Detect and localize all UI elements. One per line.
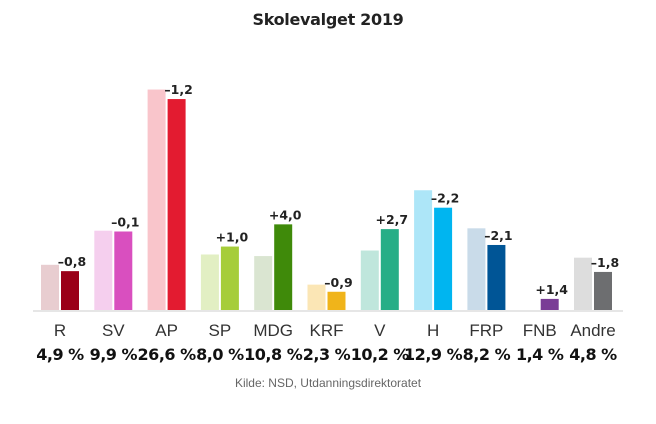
value-label-sv: 9,9 % [90, 345, 138, 364]
change-label-h: –2,2 [431, 191, 459, 206]
bar-current-krf [327, 291, 346, 310]
category-label-ap: AP [155, 321, 178, 340]
bar-previous-v [360, 250, 379, 310]
current-election-bars [61, 99, 612, 310]
value-label-krf: 2,3 % [303, 345, 351, 364]
bar-previous-ap [147, 89, 166, 311]
category-label-fnb: FNB [523, 321, 557, 340]
category-label-r: R [54, 321, 66, 340]
bar-current-frp [487, 244, 506, 310]
value-labels: 4,9 % 9,9 % 26,6 % 8,0 % 10,8 % 2,3 % 10,2 %12… [36, 345, 617, 364]
previous-election-bars [41, 89, 592, 311]
bar-current-sp [220, 246, 239, 310]
bar-previous-sp [200, 254, 219, 310]
value-label-mdg: 10,8 % [244, 345, 303, 364]
bar-previous-h [414, 190, 433, 310]
value-label-sp: 8,0 % [196, 345, 244, 364]
value-label-frp: 8,2 % [463, 345, 511, 364]
bar-previous-r [41, 264, 59, 310]
bar-current-h [434, 207, 453, 310]
bar-previous-andre [574, 257, 592, 310]
chart-title: Skolevalget 2019 [252, 10, 404, 29]
value-label-r: 4,9 % [36, 345, 84, 364]
value-label-fnb: 1,4 % [516, 345, 564, 364]
value-label-h: 12,9 % [404, 345, 463, 364]
bar-previous-sv [94, 230, 113, 310]
category-label-sv: SV [102, 321, 125, 340]
source-note: Kilde: NSD, Utdanningsdirektoratet [234, 376, 422, 390]
change-label-sp: +1,0 [216, 230, 249, 245]
category-label-sp: SP [209, 321, 232, 340]
category-label-h: H [427, 321, 439, 340]
change-label-krf: –0,9 [324, 275, 352, 290]
change-labels: –0,8 –0,1 –1,2 +1,0 +4,0 –0,9 +2,7 –2,2 –2,1 +1,4… [58, 82, 619, 297]
change-label-frp: –2,1 [484, 228, 512, 243]
bar-current-v [380, 229, 399, 310]
category-labels: R SV AP SP MDG KRF V H FRP FNB Andre [54, 321, 616, 340]
change-label-ap: –1,2 [164, 82, 192, 97]
value-label-v: 10,2 % [351, 345, 410, 364]
category-label-krf: KRF [310, 321, 344, 340]
change-label-mdg: +4,0 [269, 207, 302, 222]
bar-previous-frp [467, 228, 486, 310]
bar-previous-mdg [254, 256, 273, 310]
category-label-v: V [374, 321, 386, 340]
bar-current-mdg [274, 224, 293, 310]
value-label-andre: 4,8 % [569, 345, 617, 364]
bar-current-andre [594, 271, 612, 310]
bar-current-r [61, 271, 79, 310]
category-label-frp: FRP [469, 321, 503, 340]
bar-current-fnb [540, 298, 559, 310]
value-label-ap: 26,6 % [138, 345, 197, 364]
category-label-mdg: MDG [253, 321, 293, 340]
change-label-fnb: +1,4 [535, 282, 568, 297]
bar-current-sv [114, 231, 133, 310]
change-label-andre: –1,8 [591, 255, 619, 270]
bar-previous-krf [307, 284, 326, 310]
bar-current-ap [167, 99, 186, 310]
category-label-andre: Andre [570, 321, 615, 340]
change-label-sv: –0,1 [111, 214, 139, 229]
change-label-r: –0,8 [58, 254, 86, 269]
change-label-v: +2,7 [375, 212, 408, 227]
